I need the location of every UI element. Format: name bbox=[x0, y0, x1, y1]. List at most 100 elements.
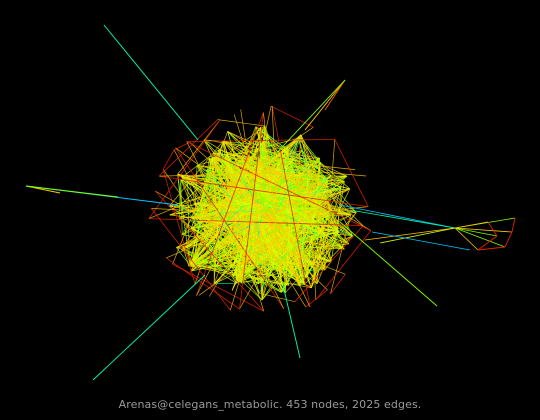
graph-edge bbox=[301, 150, 357, 213]
graph-edge bbox=[292, 161, 352, 216]
network-graph bbox=[25, 24, 516, 381]
graph-edge bbox=[276, 169, 293, 217]
graph-edge bbox=[330, 181, 345, 262]
graph-edge bbox=[213, 205, 244, 285]
graph-edge bbox=[196, 165, 223, 203]
graph-edge bbox=[180, 179, 325, 235]
graph-edge bbox=[257, 273, 271, 285]
graph-edge bbox=[223, 140, 295, 172]
graph-edge bbox=[186, 139, 335, 142]
outlier-edge bbox=[477, 235, 498, 251]
graph-edge bbox=[263, 106, 272, 141]
graph-edge bbox=[190, 134, 302, 229]
graph-edge bbox=[299, 212, 345, 250]
graph-edge bbox=[148, 218, 364, 227]
graph-edge bbox=[232, 200, 292, 210]
graph-edge bbox=[315, 230, 372, 301]
graph-edge bbox=[213, 153, 276, 206]
graph-edge bbox=[189, 142, 262, 209]
graph-edge bbox=[316, 194, 327, 284]
graph-edge bbox=[266, 207, 320, 235]
graph-edge bbox=[271, 105, 311, 308]
graph-edge bbox=[239, 112, 264, 310]
graph-edge bbox=[259, 149, 269, 156]
outlier-edge bbox=[454, 227, 513, 233]
graph-edge bbox=[255, 200, 320, 209]
graph-edge bbox=[255, 177, 327, 201]
graph-edge bbox=[196, 212, 241, 296]
outlier-edge bbox=[454, 227, 506, 248]
graph-edge bbox=[284, 147, 364, 226]
graph-edge bbox=[242, 230, 260, 235]
graph-edge bbox=[180, 179, 233, 267]
graph-edge bbox=[300, 137, 338, 230]
graph-edge bbox=[191, 228, 274, 269]
graph-edge bbox=[277, 193, 322, 215]
graph-edge bbox=[274, 205, 322, 224]
graph-edge bbox=[242, 157, 356, 170]
graph-edge bbox=[199, 221, 279, 268]
graph-edge bbox=[300, 134, 353, 236]
graph-edge bbox=[183, 249, 190, 266]
graph-edge bbox=[196, 112, 264, 296]
graph-edge bbox=[175, 147, 285, 309]
outlier-edge bbox=[25, 185, 61, 194]
graph-edge bbox=[194, 230, 277, 265]
outlier-edge bbox=[454, 227, 498, 237]
graph-edge bbox=[194, 264, 289, 286]
graph-edge bbox=[334, 139, 369, 207]
graph-edge bbox=[162, 149, 175, 170]
outlier-edge bbox=[364, 227, 456, 241]
graph-edge bbox=[266, 133, 294, 179]
graph-edge bbox=[215, 163, 273, 205]
graph-edge bbox=[154, 190, 265, 312]
graph-edge bbox=[194, 212, 255, 265]
graph-edge bbox=[217, 119, 265, 127]
graph-edge bbox=[199, 140, 224, 206]
outlier-edge bbox=[379, 227, 456, 244]
graph-edge bbox=[304, 235, 353, 285]
graph-edge bbox=[172, 180, 207, 265]
graph-caption: Arenas@celegans_metabolic. 453 nodes, 20… bbox=[118, 398, 422, 411]
graph-edge bbox=[286, 208, 291, 216]
graph-edge bbox=[239, 251, 272, 310]
graph-edge bbox=[273, 160, 280, 170]
outlier-edge bbox=[487, 221, 498, 237]
graph-edge bbox=[258, 191, 339, 232]
graph-edge bbox=[310, 169, 326, 270]
graph-edge bbox=[271, 105, 278, 215]
graph-edge bbox=[187, 177, 190, 265]
graph-edge bbox=[296, 188, 339, 229]
graph-edge bbox=[181, 249, 237, 284]
graph-edge bbox=[162, 169, 200, 223]
graph-edge bbox=[176, 212, 264, 248]
graph-edge bbox=[274, 169, 309, 206]
graph-edge bbox=[255, 207, 272, 214]
graph-edge bbox=[172, 263, 264, 312]
graph-edge bbox=[194, 222, 200, 265]
graph-edge bbox=[284, 147, 292, 277]
graph-edge bbox=[240, 109, 259, 225]
graph-edge bbox=[158, 119, 218, 177]
outlier-edge bbox=[103, 24, 199, 141]
graph-edge bbox=[300, 137, 321, 163]
graph-edge bbox=[241, 263, 314, 284]
graph-edge bbox=[242, 157, 321, 163]
graph-edge bbox=[259, 149, 329, 181]
graph-edge bbox=[263, 112, 282, 278]
graph-edge bbox=[159, 172, 289, 177]
graph-edge bbox=[243, 205, 306, 308]
graph-edge bbox=[196, 213, 308, 218]
graph-edge bbox=[233, 206, 285, 309]
graph-edge bbox=[213, 207, 326, 271]
graph-edge bbox=[148, 120, 220, 219]
graph-edge bbox=[322, 214, 351, 232]
graph-edge bbox=[162, 169, 196, 285]
graph-edge bbox=[148, 167, 271, 219]
graph-edge bbox=[307, 206, 369, 214]
graph-edge bbox=[276, 179, 293, 212]
graph-edge bbox=[159, 175, 369, 207]
graph-edge bbox=[256, 187, 267, 215]
graph-edge bbox=[263, 231, 339, 256]
graph-edge bbox=[186, 141, 207, 181]
